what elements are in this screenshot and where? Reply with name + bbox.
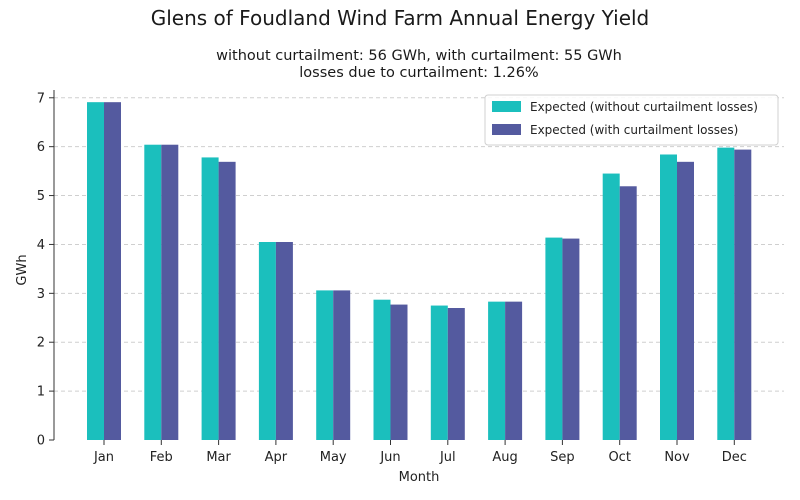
bar-without-curtailment-nov: [660, 154, 677, 440]
bar-with-curtailment-jan: [104, 102, 121, 440]
bar-without-curtailment-sep: [545, 237, 563, 440]
bar-without-curtailment-oct: [602, 173, 620, 441]
legend: Expected (without curtailment losses) Ex…: [484, 94, 779, 146]
chart-subtitle: without curtailment: 56 GWh, with curtai…: [39, 48, 799, 82]
x-tick-label-apr: Apr: [265, 450, 288, 465]
bar-with-curtailment-jun: [390, 304, 408, 440]
bar-with-curtailment-feb: [161, 144, 179, 440]
chart-title: Glens of Foudland Wind Farm Annual Energ…: [150, 6, 650, 30]
bar-without-curtailment-apr: [258, 242, 276, 440]
y-tick-label: 6: [37, 140, 45, 155]
x-tick-label-jul: Jul: [439, 450, 456, 465]
bar-with-curtailment-nov: [677, 161, 694, 441]
y-tick-label: 2: [37, 336, 45, 351]
bar-with-curtailment-apr: [275, 242, 293, 440]
bar-without-curtailment-jul: [430, 305, 448, 440]
x-tick-label-jun: Jun: [379, 450, 400, 465]
bar-with-curtailment-may: [333, 290, 351, 440]
x-tick-label-aug: Aug: [492, 450, 517, 465]
legend-swatch-without-curtailment: [492, 101, 521, 112]
bar-without-curtailment-dec: [717, 147, 735, 440]
x-axis-label: Month: [399, 470, 440, 485]
x-axis-ticks: Jan Feb Mar Apr May Jun Jul Aug Sep Oct Nov Dec: [93, 440, 747, 465]
x-tick-label-may: May: [320, 450, 347, 465]
x-tick-label-jan: Jan: [93, 450, 114, 465]
y-axis-ticks: 0 1 2 3 4 5 6 7: [37, 91, 54, 449]
bar-with-curtailment-mar: [218, 161, 236, 441]
bar-without-curtailment-jun: [373, 299, 391, 440]
bar-with-curtailment-oct: [619, 186, 637, 440]
y-tick-label: 0: [37, 434, 45, 449]
bar-with-curtailment-dec: [734, 149, 752, 440]
legend-label-with-curtailment: Expected (with curtailment losses): [530, 123, 738, 137]
subtitle-line-totals: without curtailment: 56 GWh, with curtai…: [216, 48, 622, 64]
y-tick-label: 5: [37, 189, 45, 204]
y-tick-label: 3: [37, 287, 45, 302]
legend-label-without-curtailment: Expected (without curtailment losses): [530, 100, 758, 114]
bar-with-curtailment-sep: [562, 238, 580, 440]
subtitle-line-losses: losses due to curtailment: 1.26%: [299, 65, 539, 81]
y-tick-label: 7: [37, 91, 45, 106]
x-tick-label-mar: Mar: [206, 450, 231, 465]
y-axis-label: GWh: [15, 254, 30, 285]
x-tick-label-nov: Nov: [664, 450, 690, 465]
y-tick-label: 4: [37, 238, 45, 253]
bar-without-curtailment-aug: [488, 301, 506, 440]
bar-without-curtailment-feb: [144, 144, 162, 440]
bar-with-curtailment-aug: [505, 301, 523, 440]
bar-with-curtailment-jul: [447, 308, 465, 440]
x-tick-label-oct: Oct: [608, 450, 630, 465]
legend-swatch-with-curtailment: [492, 124, 521, 135]
legend-frame: [484, 94, 779, 146]
y-tick-label: 1: [37, 385, 45, 400]
bars: [87, 102, 752, 441]
x-tick-label-feb: Feb: [150, 450, 173, 465]
x-tick-label-dec: Dec: [722, 450, 747, 465]
bar-without-curtailment-mar: [201, 157, 219, 440]
x-tick-label-sep: Sep: [550, 450, 575, 465]
bar-without-curtailment-may: [316, 290, 334, 440]
bar-without-curtailment-jan: [87, 102, 104, 440]
